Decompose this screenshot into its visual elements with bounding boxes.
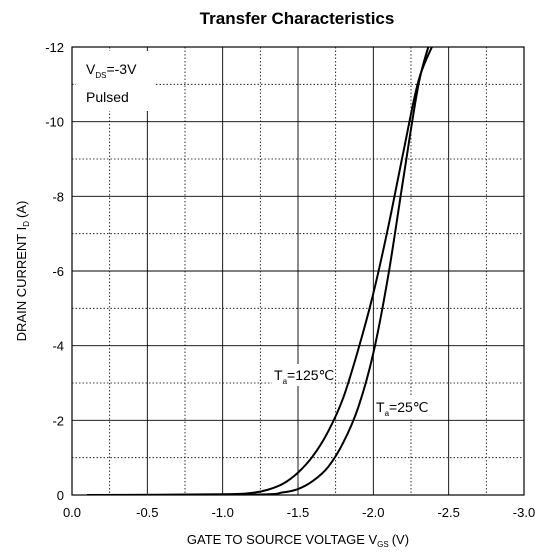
x-tick-label: -2.5 [437, 505, 459, 520]
series-label-25-sub: a [385, 409, 390, 418]
series-label-25-value: =25℃ [389, 399, 428, 415]
conditions-box [76, 51, 156, 111]
pulsed-condition: Pulsed [86, 89, 129, 105]
x-axis-label-main: GATE TO SOURCE VOLTAGE V [187, 532, 378, 547]
x-axis-label-unit: (V) [392, 532, 409, 547]
y-axis-label-sub: D [22, 221, 31, 227]
plot-frame [71, 46, 525, 496]
y-tick-label: -4 [52, 339, 64, 354]
y-tick-label: -10 [45, 115, 64, 130]
x-tick-label: 0.0 [63, 505, 81, 520]
label-125-bg [272, 364, 330, 386]
x-axis-label: GATE TO SOURCE VOLTAGE VGS (V) [187, 532, 409, 549]
y-tick-label: -2 [52, 413, 64, 428]
series-line-125c [87, 47, 434, 495]
series-label-25-main: T [376, 399, 385, 415]
y-axis-label-main: DRAIN CURRENT I [14, 227, 29, 342]
series-label-125: Ta=125℃ [274, 367, 334, 386]
series-label-125-sub: a [283, 377, 288, 386]
series-curves [87, 47, 434, 495]
plot-grid [72, 47, 524, 495]
x-tick-label: -1.5 [287, 505, 309, 520]
vds-condition: VDS=-3V [86, 61, 137, 80]
x-tick-label: -0.5 [136, 505, 158, 520]
x-axis-label-sub: GS [377, 540, 389, 549]
x-tick-label: -3.0 [513, 505, 535, 520]
vds-value: =-3V [106, 61, 137, 77]
y-tick-labels: 0 -2 -4 -6 -8 -10 -12 [45, 40, 64, 503]
y-tick-label: -6 [52, 264, 64, 279]
label-25-bg [374, 397, 438, 419]
x-tick-labels: 0.0 -0.5 -1.0 -1.5 -2.0 -2.5 -3.0 [63, 505, 535, 520]
series-label-125-main: T [274, 367, 283, 383]
vds-main: V [86, 61, 96, 77]
x-tick-label: -1.0 [211, 505, 233, 520]
y-axis-label: DRAIN CURRENT ID (A) [14, 201, 31, 342]
series-label-25: Ta=25℃ [376, 399, 429, 418]
y-tick-label: 0 [57, 488, 64, 503]
y-axis-label-unit: (A) [14, 201, 29, 218]
y-tick-label: -8 [52, 189, 64, 204]
series-line-25c [87, 47, 430, 495]
series-label-125-value: =125℃ [287, 367, 334, 383]
y-tick-label: -12 [45, 40, 64, 55]
vds-sub: DS [95, 71, 106, 80]
chart-title: Transfer Characteristics [200, 9, 395, 28]
x-tick-label: -2.0 [362, 505, 384, 520]
